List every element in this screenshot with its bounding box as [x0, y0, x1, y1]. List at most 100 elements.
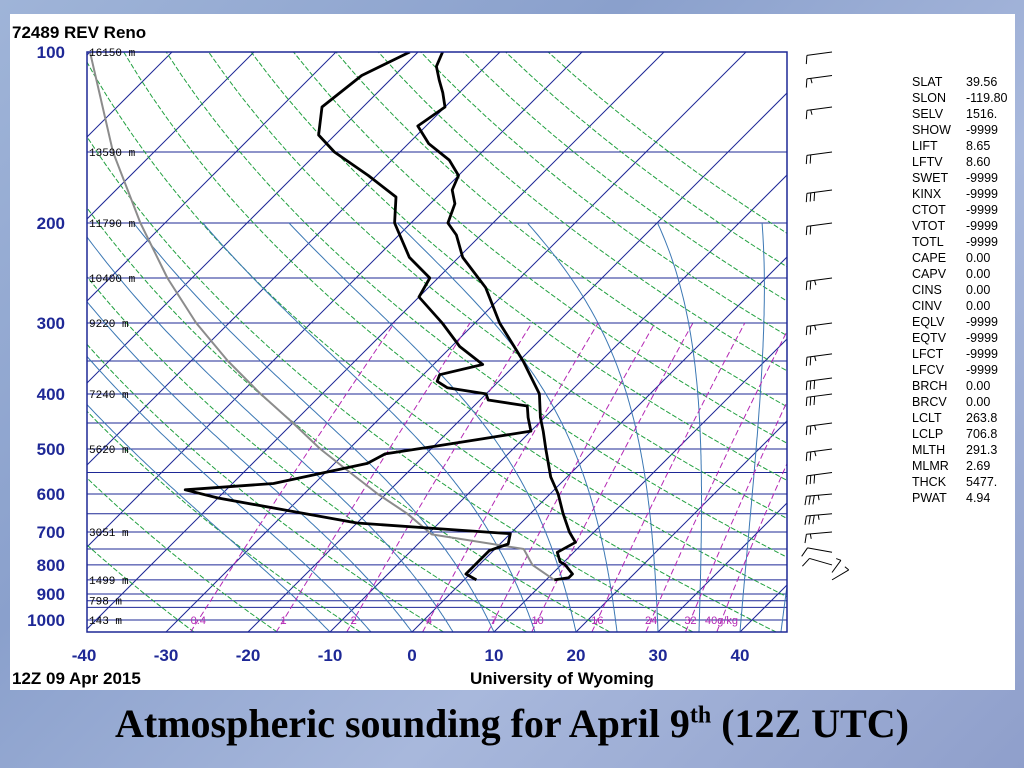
index-row: SLAT 39.56 — [912, 74, 1007, 90]
mixing-ratio-label: 4 — [426, 615, 432, 627]
wind-barb — [805, 189, 833, 203]
mixing-ratio-line — [190, 322, 395, 632]
wind-barb-flag — [805, 55, 808, 65]
wind-barb — [805, 106, 833, 120]
index-value: 39.56 — [966, 75, 998, 89]
dewpoint-profile-line — [183, 52, 533, 582]
index-value: 1516. — [966, 107, 998, 121]
wind-barb-half-flag — [809, 533, 812, 539]
moist-adiabat-line — [202, 222, 536, 632]
height-label: 13590 m — [89, 148, 136, 160]
moist-adiabat-line — [739, 222, 765, 632]
wind-barb-flag — [809, 225, 812, 235]
wind-barb — [801, 547, 833, 557]
wind-barb-flag — [805, 193, 808, 203]
moist-adiabat-line — [133, 222, 495, 632]
wind-barb — [831, 566, 850, 581]
plot-border — [86, 51, 788, 633]
index-row: SELV 1516. — [912, 106, 1007, 122]
wind-barb-staff — [806, 377, 833, 382]
wind-barb-flag — [804, 496, 807, 506]
index-value: 0.00 — [966, 267, 991, 281]
index-row: VTOT -9999 — [912, 218, 1007, 234]
height-label: 5620 m — [89, 445, 129, 457]
wind-barb-staff — [806, 472, 833, 477]
moist-adiabat-line — [657, 222, 702, 632]
wind-barb-staff — [806, 393, 833, 398]
wind-barb-staff — [806, 493, 833, 497]
pressure-tick-label: 900 — [37, 585, 65, 604]
index-row: BRCV 0.00 — [912, 394, 1007, 410]
isotherm-line — [87, 52, 501, 466]
index-key: LCLP — [912, 427, 944, 441]
wind-barb-flag — [804, 515, 807, 525]
index-value: 291.3 — [966, 443, 998, 457]
caption-tail: (12Z UTC) — [711, 701, 909, 746]
index-row: LFCV -9999 — [912, 362, 1007, 378]
wind-barb-half-flag — [836, 558, 842, 561]
index-key: CTOT — [912, 203, 946, 217]
wind-barb — [805, 353, 833, 366]
index-row: MLMR 2.69 — [912, 458, 1007, 474]
index-row: CAPE 0.00 — [912, 250, 1007, 266]
mixing-ratio-label: 7 — [491, 615, 497, 627]
height-label: 798 m — [89, 597, 122, 609]
index-value: 263.8 — [966, 411, 998, 425]
isotherm-line — [329, 174, 787, 632]
index-key: LCLT — [912, 411, 942, 425]
mixing-ratio-line — [531, 322, 694, 632]
dry-adiabat-line — [250, 52, 787, 481]
wind-barb-staff — [806, 353, 833, 358]
mixing-ratio-line — [591, 322, 746, 632]
wind-barb-flag — [805, 475, 808, 485]
wind-barb — [805, 51, 833, 65]
wind-barb — [831, 558, 842, 573]
wind-barb-flag — [808, 515, 811, 525]
index-value: -9999 — [966, 219, 998, 233]
pressure-tick-label: 700 — [37, 523, 65, 542]
height-label: 10400 m — [89, 274, 136, 286]
dry-adiabat-line — [87, 135, 694, 632]
wind-barb-staff — [806, 322, 833, 327]
index-key: MLMR — [912, 459, 949, 473]
mixing-ratio-label: 1 — [281, 615, 287, 627]
wind-barb-staff — [806, 51, 833, 56]
temperature-tick-label: 40 — [731, 646, 750, 665]
temperature-tick-label: -30 — [154, 646, 179, 665]
wind-barb-flag — [805, 281, 808, 291]
dry-adiabat-line — [87, 275, 527, 632]
index-value: -9999 — [966, 203, 998, 217]
index-value: 8.60 — [966, 155, 991, 169]
index-row: PWAT 4.94 — [912, 490, 1007, 506]
wind-barb-half-flag — [814, 280, 817, 286]
height-label: 16150 m — [89, 48, 136, 60]
index-value: -9999 — [966, 363, 998, 377]
dry-adiabat-line — [293, 52, 787, 444]
pressure-tick-label: 400 — [37, 385, 65, 404]
height-label: 3051 m — [89, 528, 129, 540]
date-label: 12Z 09 Apr 2015 — [12, 669, 141, 688]
index-value: 5477. — [966, 475, 998, 489]
index-key: SELV — [912, 107, 944, 121]
pressure-tick-label: 1000 — [27, 611, 65, 630]
dry-adiabat-line — [87, 544, 195, 632]
wind-barb-flag — [805, 226, 808, 236]
mixing-ratio-label: 10 — [532, 615, 544, 627]
pressure-tick-label: 600 — [37, 485, 65, 504]
wind-barb-flag — [801, 547, 808, 557]
index-key: SLON — [912, 91, 947, 105]
index-value: -9999 — [966, 171, 998, 185]
index-key: EQLV — [912, 315, 945, 329]
index-row: EQLV -9999 — [912, 314, 1007, 330]
index-key: SHOW — [912, 123, 951, 137]
wind-barb-staff — [806, 222, 833, 227]
wind-barb-flag — [813, 474, 816, 484]
dry-adiabat-line — [87, 206, 611, 632]
pressure-tick-label: 100 — [37, 43, 65, 62]
wind-barb — [804, 493, 833, 506]
moist-adiabat-line — [288, 222, 577, 632]
wind-barb-flag — [812, 515, 815, 525]
index-value: -9999 — [966, 347, 998, 361]
caption-main: Atmospheric sounding for April 9 — [114, 701, 690, 746]
wind-barb — [805, 322, 833, 336]
